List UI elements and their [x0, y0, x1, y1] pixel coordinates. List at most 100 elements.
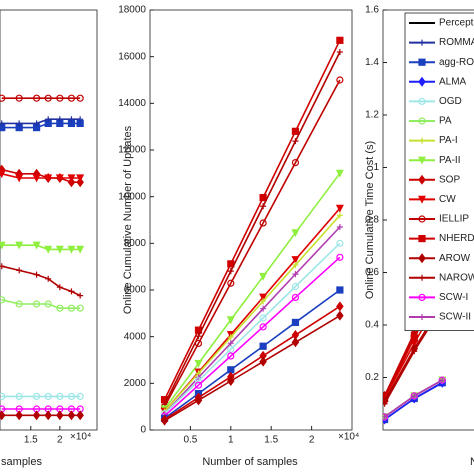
marker	[33, 120, 40, 127]
marker	[56, 284, 63, 291]
marker	[76, 245, 85, 254]
marker	[194, 359, 203, 368]
legend-label: IELLIP	[439, 214, 469, 225]
legend-marker	[418, 76, 426, 87]
marker	[68, 288, 75, 295]
marker	[160, 415, 169, 426]
x-exponent: ×10⁴	[70, 432, 91, 443]
marker	[0, 392, 6, 400]
marker	[44, 94, 52, 102]
marker	[291, 229, 300, 238]
marker	[67, 410, 76, 421]
marker	[291, 318, 300, 327]
marker	[15, 174, 24, 183]
marker	[67, 94, 76, 102]
legend-marker	[418, 215, 426, 223]
y-tick-label: 0.8	[365, 215, 379, 226]
marker	[32, 241, 41, 250]
marker	[260, 203, 267, 210]
marker	[0, 123, 6, 132]
y-axis-label: Online Cumulative Number of Updates	[122, 125, 134, 314]
legend-marker	[418, 97, 426, 106]
legend-label: SOP	[439, 174, 460, 185]
legend-label: ROMMA	[439, 37, 474, 48]
series-line	[164, 289, 341, 419]
marker	[259, 219, 267, 227]
series-line	[164, 314, 341, 422]
marker	[32, 410, 41, 421]
series-layer	[0, 94, 85, 421]
marker	[76, 392, 84, 400]
marker	[15, 392, 23, 400]
marker	[260, 298, 267, 305]
legend-label: AROW	[439, 253, 471, 264]
marker	[194, 339, 203, 348]
legend-marker	[419, 274, 425, 281]
legend-label: PA-II	[439, 155, 460, 166]
marker	[45, 275, 52, 282]
legend-label: OGD	[439, 96, 462, 107]
y-tick-label: 1.6	[365, 5, 379, 16]
legend-marker	[418, 253, 426, 264]
marker	[336, 36, 344, 44]
x-tick-label: 1	[228, 435, 234, 446]
marker	[411, 348, 418, 355]
plot-area	[0, 9, 98, 431]
legend-marker	[418, 58, 426, 66]
marker	[439, 377, 446, 384]
marker	[77, 292, 84, 299]
marker	[0, 241, 6, 250]
marker	[0, 170, 6, 179]
marker	[56, 94, 64, 102]
legend-marker	[419, 39, 425, 46]
legend-marker	[418, 174, 426, 185]
marker	[15, 410, 23, 421]
marker	[336, 286, 344, 294]
marker	[32, 94, 41, 102]
marker	[56, 116, 63, 123]
x-exponent: ×10⁴	[338, 432, 359, 443]
marker	[16, 120, 23, 127]
marker	[335, 169, 344, 178]
series-line	[163, 39, 341, 401]
marker	[44, 245, 53, 254]
marker	[56, 392, 64, 400]
marker	[335, 204, 344, 213]
marker	[291, 159, 300, 167]
y-tick-label: 0.4	[365, 320, 379, 331]
marker	[76, 174, 85, 183]
x-tick-label: 2	[309, 435, 315, 446]
marker	[260, 305, 267, 312]
legend-marker	[418, 293, 426, 301]
y-tick-label: 8000	[124, 238, 147, 249]
marker	[44, 410, 52, 421]
y-tick-label: 12000	[118, 145, 146, 156]
series-line	[164, 256, 341, 417]
marker	[0, 296, 6, 304]
marker	[32, 392, 41, 400]
marker	[56, 304, 64, 312]
legend-label: SCW-I	[439, 292, 468, 303]
marker	[336, 76, 344, 84]
y-tick-label: 16000	[118, 51, 146, 62]
marker	[292, 262, 299, 269]
series-line	[1, 265, 81, 297]
legend-marker	[418, 235, 426, 243]
y-tick-label: 0.2	[365, 372, 379, 383]
x-tick-label: 0.5	[183, 435, 197, 446]
marker	[259, 194, 267, 202]
legend-label: SCW-II	[439, 312, 471, 323]
marker	[259, 314, 267, 322]
legend-label: PA-I	[439, 135, 458, 146]
marker	[336, 310, 344, 321]
marker	[336, 212, 343, 219]
marker	[67, 304, 76, 312]
marker	[259, 342, 267, 350]
marker	[32, 174, 41, 183]
x-axis-label: Number of samples	[0, 456, 42, 468]
marker	[291, 127, 300, 135]
marker	[291, 256, 300, 265]
x-tick-label: 1.5	[264, 435, 278, 446]
marker	[227, 268, 234, 275]
marker	[383, 400, 388, 407]
